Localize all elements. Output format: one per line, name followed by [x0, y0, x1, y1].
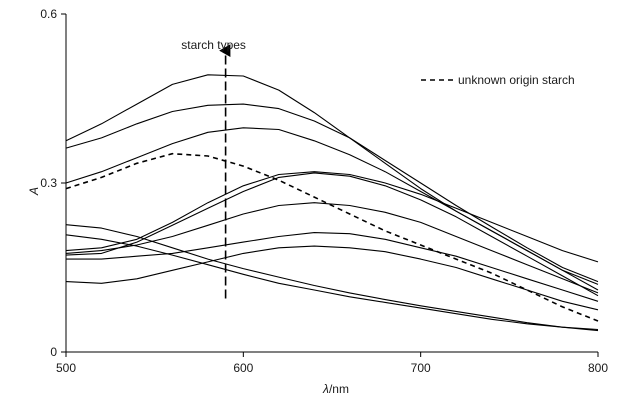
series-line-starch-10 — [65, 234, 599, 331]
series-line-starch-9 — [65, 224, 599, 332]
series-line-starch-5 — [65, 172, 599, 297]
series-line-starch-7 — [66, 232, 599, 302]
y-tick-label: 0.6 — [40, 7, 57, 21]
series-line-starch-4 — [65, 171, 599, 263]
y-axis-label: A — [27, 187, 41, 196]
axes: 500 600 700 800 0 0.3 0.6 λ/nm A — [27, 7, 608, 396]
y-tick-label: 0 — [50, 345, 57, 359]
x-tick-label: 600 — [233, 361, 253, 375]
legend: unknown origin starch — [421, 73, 575, 87]
series-line-starch-1 — [65, 74, 599, 285]
series-line-unknown-origin-starch — [65, 152, 599, 322]
x-tick-label: 700 — [411, 361, 431, 375]
x-tick-label: 800 — [588, 361, 608, 375]
x-axis-label-unit: /nm — [329, 382, 349, 396]
series-line-starch-8 — [65, 245, 599, 311]
series-lines — [65, 74, 599, 332]
x-tick-label: 500 — [56, 361, 76, 375]
series-line-starch-3 — [65, 127, 599, 291]
y-tick-label: 0.3 — [40, 176, 57, 190]
legend-label: unknown origin starch — [458, 73, 575, 87]
starch-types-label: starch types — [181, 38, 246, 52]
x-axis-label: λ/nm — [322, 382, 349, 396]
series-line-starch-2 — [65, 103, 599, 283]
series-line-starch-6 — [65, 202, 599, 294]
x-axis-label-symbol: λ — [322, 382, 329, 396]
starch-types-annotation: starch types — [181, 38, 246, 299]
